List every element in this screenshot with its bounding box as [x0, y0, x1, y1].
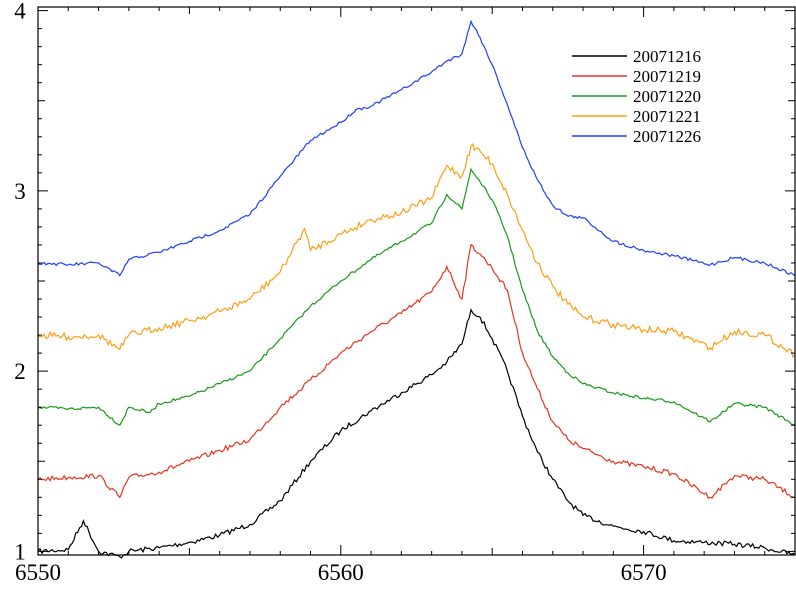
series-line-20071216 [37, 308, 796, 559]
y-tick-label: 2 [14, 359, 26, 384]
legend-label-20071216: 20071216 [633, 47, 701, 66]
y-tick-label: 4 [14, 0, 26, 24]
series-layer [37, 19, 796, 559]
legend-label-20071219: 20071219 [633, 67, 701, 86]
x-tick-label: 6550 [15, 560, 61, 585]
axes-layer: 6550 6560 6570 1 2 3 4 [14, 0, 796, 585]
x-tick-label: 6570 [621, 560, 667, 585]
series-line-20071220 [37, 167, 796, 426]
y-tick-label: 3 [14, 179, 26, 204]
legend-label-20071220: 20071220 [633, 87, 701, 106]
series-line-20071226 [37, 19, 796, 277]
series-line-20071219 [37, 244, 796, 500]
legend-label-20071221: 20071221 [633, 107, 701, 126]
y-tick-label: 1 [14, 539, 26, 564]
series-line-20071221 [37, 142, 796, 359]
x-tick-label: 6560 [318, 560, 364, 585]
legend-label-20071226: 20071226 [633, 127, 701, 146]
